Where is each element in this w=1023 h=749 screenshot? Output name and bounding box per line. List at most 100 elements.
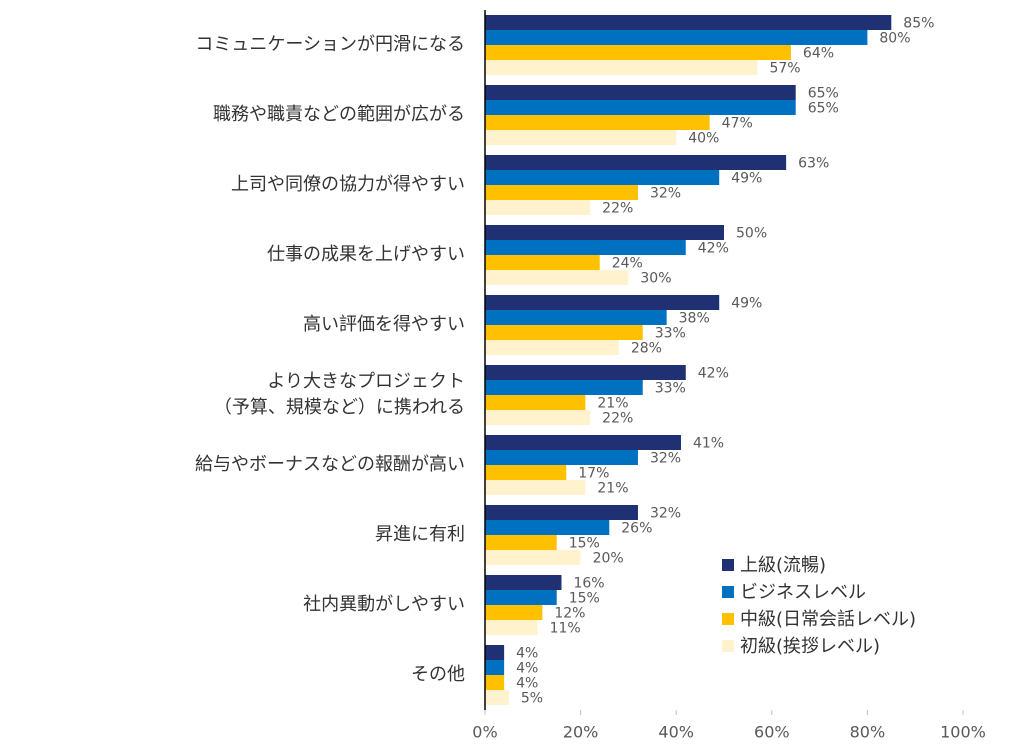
bar	[485, 380, 643, 395]
value-label: 40%	[688, 131, 719, 147]
value-label: 38%	[679, 311, 710, 327]
bar	[485, 410, 591, 425]
category-label: より大きなプロジェクト （予算、規模など）に携われる	[213, 371, 465, 418]
bar	[485, 100, 796, 115]
bar	[485, 550, 581, 565]
x-tick-label: 20%	[563, 723, 599, 742]
value-label: 5%	[521, 691, 543, 707]
bar	[485, 690, 509, 705]
bar	[485, 85, 796, 100]
bar	[485, 225, 724, 240]
bar	[485, 115, 710, 130]
value-label: 20%	[593, 551, 624, 567]
value-label: 22%	[602, 411, 633, 427]
legend-swatch	[722, 559, 734, 571]
value-label: 11%	[550, 621, 581, 637]
value-label: 21%	[597, 481, 628, 497]
category-label: その他	[411, 664, 465, 685]
bar	[485, 155, 787, 170]
value-label: 41%	[693, 436, 724, 452]
value-label: 33%	[655, 381, 686, 397]
category-label: 仕事の成果を上げやすい	[267, 244, 465, 265]
value-label: 15%	[569, 536, 600, 552]
value-label: 64%	[803, 46, 834, 62]
category-label: 社内異動がしやすい	[303, 594, 465, 615]
bar	[485, 450, 638, 465]
bar	[485, 465, 567, 480]
value-label: 57%	[769, 61, 800, 77]
x-tick-label: 60%	[754, 723, 790, 742]
bar	[485, 660, 505, 675]
value-label: 16%	[573, 576, 604, 592]
value-label: 32%	[650, 506, 681, 522]
bar	[485, 645, 505, 660]
value-label: 49%	[731, 171, 762, 187]
value-label: 30%	[640, 271, 671, 287]
legend-swatch	[722, 613, 734, 625]
bar	[485, 200, 591, 215]
bar	[485, 590, 557, 605]
category-label: コミュニケーションが円滑になる	[195, 34, 465, 55]
x-tick-label: 100%	[940, 723, 986, 742]
value-label: 42%	[698, 366, 729, 382]
bar	[485, 480, 586, 495]
value-label: 32%	[650, 186, 681, 202]
bar	[485, 30, 868, 45]
bar	[485, 295, 720, 310]
x-tick-label: 40%	[658, 723, 694, 742]
bar	[485, 310, 667, 325]
value-label: 22%	[602, 201, 633, 217]
bar	[485, 675, 505, 690]
bar	[485, 255, 600, 270]
x-tick-label: 80%	[850, 723, 886, 742]
value-label: 47%	[722, 116, 753, 132]
value-label: 33%	[655, 326, 686, 342]
bar	[485, 185, 638, 200]
value-label: 42%	[698, 241, 729, 257]
bar	[485, 520, 610, 535]
value-label: 80%	[879, 31, 910, 47]
bar	[485, 60, 758, 75]
bar	[485, 240, 686, 255]
bar	[485, 435, 681, 450]
legend-label: 上級(流暢)	[740, 555, 826, 576]
value-label: 15%	[569, 591, 600, 607]
legend-label: ビジネスレベル	[740, 582, 866, 603]
value-label: 65%	[808, 86, 839, 102]
bar	[485, 15, 892, 30]
bar	[485, 620, 538, 635]
legend-swatch	[722, 640, 734, 652]
value-label: 65%	[808, 101, 839, 117]
bar	[485, 130, 677, 145]
bar	[485, 170, 720, 185]
value-label: 49%	[731, 296, 762, 312]
bar	[485, 45, 791, 60]
bar	[485, 395, 586, 410]
category-label: 職務や職責などの範囲が広がる	[213, 104, 465, 125]
value-label: 17%	[578, 466, 609, 482]
value-label: 50%	[736, 226, 767, 242]
legend-swatch	[722, 586, 734, 598]
bar	[485, 325, 643, 340]
value-label: 28%	[631, 341, 662, 357]
value-label: 63%	[798, 156, 829, 172]
category-label: 給与やボーナスなどの報酬が高い	[195, 454, 465, 475]
category-label: 上司や同僚の協力が得やすい	[231, 174, 465, 195]
value-label: 85%	[903, 16, 934, 32]
legend-label: 初級(挨拶レベル)	[740, 636, 880, 657]
bar	[485, 605, 543, 620]
x-tick-label: 0%	[472, 723, 497, 742]
value-label: 26%	[621, 521, 652, 537]
bar	[485, 270, 629, 285]
category-label: 昇進に有利	[375, 524, 465, 545]
value-label: 4%	[516, 676, 538, 692]
legend-label: 中級(日常会話レベル)	[740, 609, 916, 630]
value-label: 12%	[554, 606, 585, 622]
value-label: 32%	[650, 451, 681, 467]
bar	[485, 575, 562, 590]
bar	[485, 340, 619, 355]
value-label: 21%	[597, 396, 628, 412]
value-label: 4%	[516, 661, 538, 677]
